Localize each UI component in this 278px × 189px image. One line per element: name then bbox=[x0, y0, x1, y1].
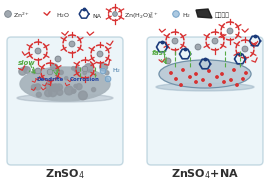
Circle shape bbox=[242, 78, 244, 80]
Circle shape bbox=[49, 84, 56, 91]
Circle shape bbox=[182, 69, 184, 71]
Text: NA: NA bbox=[92, 13, 101, 19]
Text: H$_2$: H$_2$ bbox=[112, 66, 121, 75]
Circle shape bbox=[36, 92, 41, 97]
Circle shape bbox=[221, 73, 223, 75]
Circle shape bbox=[49, 88, 57, 97]
Circle shape bbox=[74, 67, 80, 72]
Ellipse shape bbox=[20, 67, 110, 101]
Circle shape bbox=[180, 84, 182, 86]
Text: Dendrite: Dendrite bbox=[36, 77, 64, 82]
Circle shape bbox=[245, 72, 247, 74]
Circle shape bbox=[5, 11, 11, 17]
Circle shape bbox=[91, 88, 96, 92]
Circle shape bbox=[216, 76, 218, 78]
Circle shape bbox=[195, 44, 201, 50]
Circle shape bbox=[85, 64, 93, 72]
Circle shape bbox=[56, 84, 63, 91]
Circle shape bbox=[24, 67, 30, 73]
Circle shape bbox=[31, 85, 37, 90]
Ellipse shape bbox=[17, 94, 113, 102]
Circle shape bbox=[172, 38, 178, 44]
Circle shape bbox=[227, 28, 233, 34]
Circle shape bbox=[195, 73, 197, 75]
Circle shape bbox=[59, 70, 63, 74]
Circle shape bbox=[33, 70, 36, 74]
Circle shape bbox=[105, 71, 109, 75]
Circle shape bbox=[212, 38, 218, 44]
Circle shape bbox=[55, 56, 61, 62]
Circle shape bbox=[209, 84, 211, 86]
Circle shape bbox=[97, 51, 103, 57]
Circle shape bbox=[233, 69, 235, 71]
Circle shape bbox=[19, 68, 26, 75]
Circle shape bbox=[82, 66, 88, 72]
Circle shape bbox=[113, 12, 117, 16]
Circle shape bbox=[100, 63, 108, 71]
Circle shape bbox=[51, 84, 59, 92]
Circle shape bbox=[170, 72, 172, 74]
Circle shape bbox=[45, 90, 52, 97]
Text: Zn(H$_2$O)$_6^{2+}$: Zn(H$_2$O)$_6^{2+}$ bbox=[124, 10, 159, 21]
Text: Zn$^{2+}$: Zn$^{2+}$ bbox=[13, 10, 30, 20]
Circle shape bbox=[165, 58, 171, 64]
Circle shape bbox=[72, 67, 75, 70]
Circle shape bbox=[242, 46, 248, 52]
Circle shape bbox=[74, 84, 77, 88]
Ellipse shape bbox=[159, 60, 251, 88]
Circle shape bbox=[100, 68, 106, 74]
Ellipse shape bbox=[156, 83, 254, 91]
Circle shape bbox=[105, 76, 111, 82]
Circle shape bbox=[76, 84, 82, 90]
Circle shape bbox=[195, 81, 197, 83]
Circle shape bbox=[83, 71, 86, 75]
Circle shape bbox=[71, 89, 75, 93]
Text: ZnSO$_4$+NA: ZnSO$_4$+NA bbox=[171, 167, 239, 181]
Circle shape bbox=[230, 79, 232, 81]
Circle shape bbox=[175, 78, 177, 80]
Text: slow: slow bbox=[18, 60, 36, 66]
Circle shape bbox=[23, 67, 27, 71]
Circle shape bbox=[35, 68, 41, 74]
Polygon shape bbox=[196, 9, 212, 18]
Text: fast: fast bbox=[152, 50, 167, 56]
Circle shape bbox=[69, 41, 75, 47]
Circle shape bbox=[173, 11, 179, 17]
Circle shape bbox=[78, 91, 87, 100]
Circle shape bbox=[35, 48, 41, 54]
Circle shape bbox=[64, 86, 73, 95]
Circle shape bbox=[57, 89, 63, 95]
Circle shape bbox=[189, 76, 191, 78]
Circle shape bbox=[51, 64, 58, 71]
Text: 腐蚀产物: 腐蚀产物 bbox=[215, 13, 230, 19]
Circle shape bbox=[45, 83, 53, 90]
Text: Corrosion: Corrosion bbox=[70, 77, 100, 82]
Circle shape bbox=[223, 81, 225, 83]
Text: ZnSO$_4$: ZnSO$_4$ bbox=[45, 167, 85, 181]
FancyBboxPatch shape bbox=[147, 37, 263, 165]
Circle shape bbox=[35, 84, 41, 90]
Circle shape bbox=[236, 84, 238, 86]
Circle shape bbox=[47, 69, 53, 75]
Circle shape bbox=[73, 89, 76, 93]
Circle shape bbox=[202, 79, 204, 81]
Circle shape bbox=[208, 70, 210, 72]
Text: H$_2$: H$_2$ bbox=[182, 12, 191, 20]
Circle shape bbox=[64, 77, 68, 80]
Text: H$_2$O: H$_2$O bbox=[56, 12, 70, 20]
FancyBboxPatch shape bbox=[7, 37, 123, 165]
